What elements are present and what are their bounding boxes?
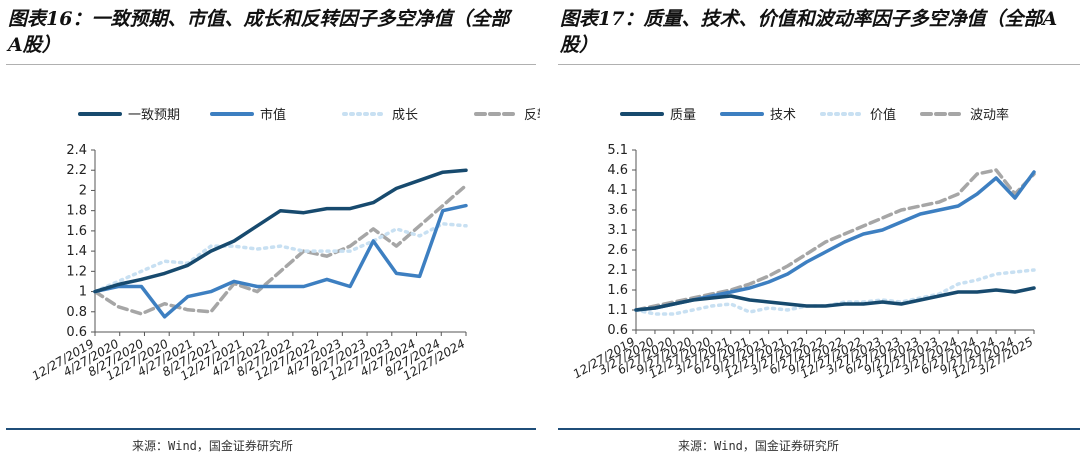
bottom-divider bbox=[6, 428, 536, 430]
y-tick-label: 5.1 bbox=[607, 143, 628, 158]
y-tick-label: 4.1 bbox=[607, 183, 628, 198]
line-chart-17: 质量 技术 价值 波动率0.61.11.62.12.63.13.64.14.65.11… bbox=[571, 107, 1036, 381]
y-tick-label: 2.4 bbox=[66, 143, 87, 158]
y-tick-label: 0.6 bbox=[607, 323, 628, 338]
title-divider bbox=[558, 64, 1080, 65]
source-note: 来源：Wind，国金证券研究所 bbox=[678, 439, 839, 453]
series-line-4 bbox=[634, 168, 1036, 312]
y-tick-label: 1.6 bbox=[66, 224, 87, 239]
series-line-1 bbox=[634, 286, 1036, 312]
y-tick-label: 2.1 bbox=[607, 263, 628, 278]
series-line-2 bbox=[634, 170, 1036, 312]
legend-label: 成长 bbox=[392, 108, 418, 123]
y-tick-label: 2 bbox=[79, 183, 87, 198]
figure-title: 图表16：一致预期、市值、成长和反转因子多空净值（全部A股） bbox=[8, 8, 510, 56]
legend-label: 一致预期 bbox=[128, 108, 180, 123]
y-tick-label: 1.4 bbox=[66, 244, 87, 259]
y-tick-label: 2.6 bbox=[607, 243, 628, 258]
y-tick-label: 1.6 bbox=[607, 283, 628, 298]
legend: 一致预期 市值 成长 反转 bbox=[78, 107, 540, 123]
series-line-4 bbox=[93, 183, 468, 316]
y-tick-label: 2.2 bbox=[66, 163, 87, 178]
series-line-1 bbox=[93, 168, 468, 294]
y-tick-label: 1 bbox=[79, 285, 87, 300]
figure-title: 图表17：质量、技术、价值和波动率因子多空净值（全部A股） bbox=[560, 8, 1058, 56]
legend-label: 反转 bbox=[524, 108, 540, 123]
y-tick-label: 3.1 bbox=[607, 223, 628, 238]
y-tick-label: 0.6 bbox=[66, 325, 87, 340]
source-note: 来源：Wind，国金证券研究所 bbox=[132, 439, 293, 453]
bottom-divider bbox=[558, 428, 1080, 430]
y-tick-label: 0.8 bbox=[66, 305, 87, 320]
y-tick-label: 1.1 bbox=[607, 303, 628, 318]
legend-label: 质量 bbox=[670, 108, 696, 123]
y-tick-label: 1.2 bbox=[66, 264, 87, 279]
chart-panel-left: 图表16：一致预期、市值、成长和反转因子多空净值（全部A股） 一致预期 市值 成长 反… bbox=[0, 0, 540, 459]
legend-label: 波动率 bbox=[970, 107, 1009, 123]
legend-label: 市值 bbox=[260, 107, 286, 123]
legend-label: 价值 bbox=[870, 107, 896, 123]
line-chart-16: 一致预期市值成长反转0.60.811.21.41.61.822.22.412/2… bbox=[30, 107, 540, 383]
chart-panel-right: 图表17：质量、技术、价值和波动率因子多空净值（全部A股） 质量 技术 价值 波动率 0… bbox=[556, 0, 1086, 459]
series-line-3 bbox=[93, 222, 468, 294]
y-tick-label: 4.6 bbox=[607, 163, 628, 178]
title-divider bbox=[6, 64, 536, 65]
series-line-2 bbox=[93, 203, 468, 319]
legend: 质量 技术 价值 波动率 bbox=[620, 107, 1009, 123]
y-tick-label: 3.6 bbox=[607, 203, 628, 218]
legend-label: 技术 bbox=[770, 108, 796, 123]
y-tick-label: 1.8 bbox=[66, 204, 87, 219]
